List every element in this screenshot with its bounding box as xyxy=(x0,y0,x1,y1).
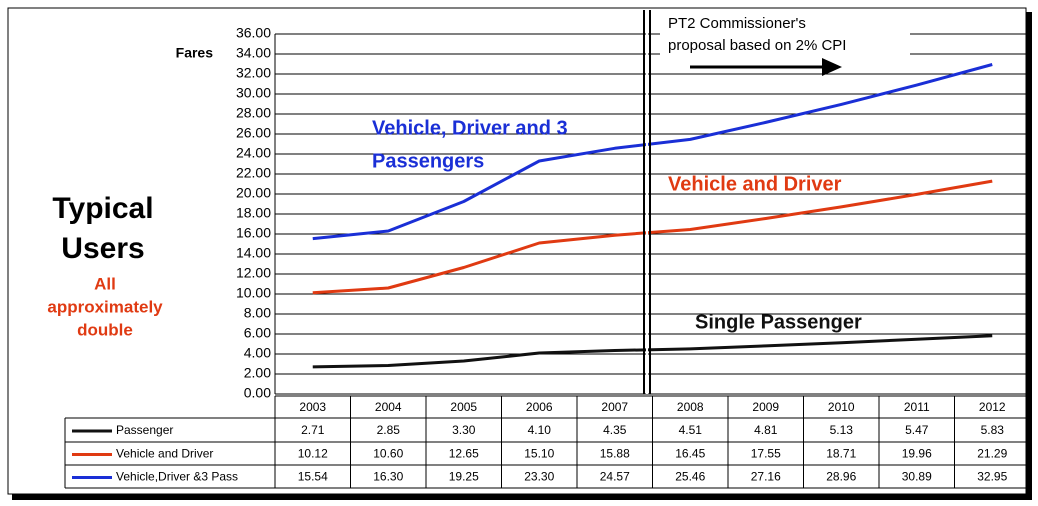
data-label: 21.29 xyxy=(977,447,1007,461)
x-tick-label: 2007 xyxy=(601,400,628,414)
y-tick-label: 28.00 xyxy=(236,105,271,121)
y-axis-label: Fares xyxy=(176,45,214,61)
title: Typical xyxy=(52,192,153,225)
subtitle: double xyxy=(77,320,133,339)
data-label: 30.89 xyxy=(902,470,932,484)
data-label: 4.51 xyxy=(679,423,703,437)
data-label: 4.81 xyxy=(754,423,778,437)
annotation: Vehicle, Driver and 3 xyxy=(372,117,568,139)
x-tick-label: 2012 xyxy=(979,400,1006,414)
annotation: proposal based on 2% CPI xyxy=(668,37,846,54)
data-label: 18.71 xyxy=(826,447,856,461)
data-label: 3.30 xyxy=(452,423,476,437)
data-label: 24.57 xyxy=(600,470,630,484)
y-tick-label: 16.00 xyxy=(236,225,271,241)
x-tick-label: 2008 xyxy=(677,400,704,414)
subtitle: All xyxy=(94,274,116,293)
data-label: 4.10 xyxy=(528,423,552,437)
data-label: 15.10 xyxy=(524,447,554,461)
y-tick-label: 30.00 xyxy=(236,85,271,101)
y-tick-label: 18.00 xyxy=(236,205,271,221)
data-label: 5.47 xyxy=(905,423,929,437)
x-tick-label: 2010 xyxy=(828,400,855,414)
x-tick-label: 2005 xyxy=(450,400,477,414)
data-label: 28.96 xyxy=(826,470,856,484)
y-tick-label: 20.00 xyxy=(236,185,271,201)
x-tick-label: 2003 xyxy=(299,400,326,414)
data-label: 15.88 xyxy=(600,447,630,461)
y-tick-label: 6.00 xyxy=(244,325,271,341)
data-label: 2.71 xyxy=(301,423,325,437)
data-label: 5.13 xyxy=(830,423,854,437)
data-label: 16.45 xyxy=(675,447,705,461)
subtitle: approximately xyxy=(47,297,163,316)
data-label: 12.65 xyxy=(449,447,479,461)
y-tick-label: 24.00 xyxy=(236,145,271,161)
annotation: Passengers xyxy=(372,150,484,172)
y-tick-label: 32.00 xyxy=(236,65,271,81)
y-tick-label: 0.00 xyxy=(244,385,271,401)
data-label: 19.96 xyxy=(902,447,932,461)
annotation: Single Passenger xyxy=(695,311,862,333)
arrow-head xyxy=(822,58,842,76)
data-label: 2.85 xyxy=(377,423,401,437)
x-tick-label: 2011 xyxy=(904,400,930,414)
y-tick-label: 36.00 xyxy=(236,25,271,41)
y-tick-label: 14.00 xyxy=(236,245,271,261)
data-label: 5.83 xyxy=(981,423,1005,437)
data-label: 23.30 xyxy=(524,470,554,484)
series-line xyxy=(312,179,993,295)
data-label: 16.30 xyxy=(373,470,403,484)
note-box xyxy=(660,12,910,58)
data-label: 25.46 xyxy=(675,470,705,484)
data-label: 19.25 xyxy=(449,470,479,484)
y-tick-label: 10.00 xyxy=(236,285,271,301)
data-label: 32.95 xyxy=(977,470,1007,484)
series-line xyxy=(312,63,993,241)
y-tick-label: 34.00 xyxy=(236,45,271,61)
data-label: 15.54 xyxy=(298,470,328,484)
x-tick-label: 2006 xyxy=(526,400,553,414)
y-tick-label: 2.00 xyxy=(244,365,271,381)
annotation: PT2 Commissioner's xyxy=(668,15,806,32)
legend-label: Passenger xyxy=(116,423,173,437)
data-label: 10.12 xyxy=(298,447,328,461)
data-label: 17.55 xyxy=(751,447,781,461)
series-line xyxy=(312,334,993,369)
legend-label: Vehicle,Driver &3 Pass xyxy=(116,470,238,484)
y-tick-label: 26.00 xyxy=(236,125,271,141)
x-tick-label: 2009 xyxy=(752,400,779,414)
plot: 0.00 2.00 4.00 6.00 8.00 10.00 12.00 14.00 16.00… xyxy=(47,10,1031,489)
legend-label: Vehicle and Driver xyxy=(116,447,213,461)
y-tick-label: 8.00 xyxy=(244,305,271,321)
y-tick-label: 12.00 xyxy=(236,265,271,281)
title: Users xyxy=(61,232,144,265)
y-tick-label: 22.00 xyxy=(236,165,271,181)
data-label: 10.60 xyxy=(373,447,403,461)
x-tick-label: 2004 xyxy=(375,400,402,414)
data-label: 4.35 xyxy=(603,423,627,437)
data-label: 27.16 xyxy=(751,470,781,484)
annotation: Vehicle and Driver xyxy=(668,173,842,195)
y-tick-label: 4.00 xyxy=(244,345,271,361)
